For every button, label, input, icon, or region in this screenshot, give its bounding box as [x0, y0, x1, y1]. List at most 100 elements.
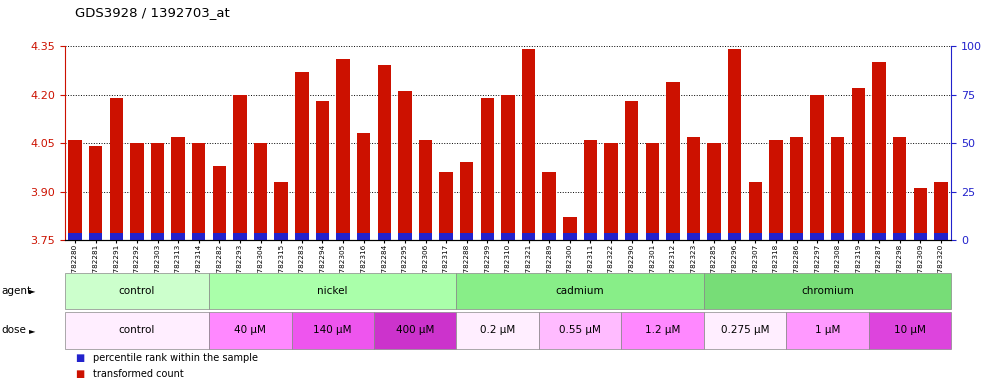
Text: nickel: nickel [318, 286, 348, 296]
Bar [69, 233, 82, 240]
Bar [790, 233, 803, 240]
Bar [666, 233, 679, 240]
Bar [357, 133, 371, 240]
Bar [316, 233, 329, 240]
Bar [171, 137, 185, 240]
Bar [150, 233, 164, 240]
Text: ■: ■ [75, 369, 84, 379]
Bar [811, 233, 824, 240]
Bar [872, 233, 885, 240]
Bar [605, 233, 618, 240]
Bar [893, 137, 906, 240]
Text: transformed count: transformed count [93, 369, 183, 379]
Text: control: control [119, 286, 155, 296]
Text: 140 μM: 140 μM [314, 325, 352, 336]
Bar [316, 101, 329, 240]
Bar [769, 140, 783, 240]
Bar [687, 233, 700, 240]
Bar [481, 98, 494, 240]
Text: 400 μM: 400 μM [396, 325, 434, 336]
Bar [893, 233, 906, 240]
Bar [913, 188, 927, 240]
Bar [584, 233, 598, 240]
Bar [377, 65, 391, 240]
Bar [439, 233, 453, 240]
Bar [831, 233, 845, 240]
Bar [233, 233, 247, 240]
Bar [439, 172, 453, 240]
Text: 0.275 μM: 0.275 μM [721, 325, 769, 336]
Bar [89, 146, 103, 240]
Text: 40 μM: 40 μM [234, 325, 266, 336]
Bar [563, 217, 577, 240]
Bar [645, 143, 659, 240]
Bar [913, 233, 927, 240]
Bar [624, 101, 638, 240]
Text: 0.55 μM: 0.55 μM [559, 325, 601, 336]
Bar [418, 233, 432, 240]
Bar [110, 98, 123, 240]
Bar [398, 233, 411, 240]
Bar [233, 94, 247, 240]
Bar [831, 137, 845, 240]
Bar [89, 233, 103, 240]
Bar [192, 143, 205, 240]
Text: percentile rank within the sample: percentile rank within the sample [93, 353, 258, 363]
Bar [728, 233, 741, 240]
Bar [337, 233, 350, 240]
Bar [934, 233, 947, 240]
Bar [687, 137, 700, 240]
Text: cadmium: cadmium [556, 286, 605, 296]
Bar [213, 233, 226, 240]
Text: ►: ► [29, 286, 36, 295]
Bar [563, 233, 577, 240]
Bar [460, 233, 473, 240]
Bar [501, 94, 515, 240]
Bar [254, 143, 267, 240]
Text: dose: dose [1, 325, 26, 336]
Bar [811, 94, 824, 240]
Bar [171, 233, 185, 240]
Text: agent: agent [1, 286, 31, 296]
Bar [872, 62, 885, 240]
Bar [522, 233, 535, 240]
Bar [150, 143, 164, 240]
Bar [501, 233, 515, 240]
Bar [110, 233, 123, 240]
Bar [934, 182, 947, 240]
Bar [460, 162, 473, 240]
Text: 0.2 μM: 0.2 μM [480, 325, 515, 336]
Bar [254, 233, 267, 240]
Bar [728, 49, 741, 240]
Bar [213, 166, 226, 240]
Bar [130, 233, 143, 240]
Bar [605, 143, 618, 240]
Text: 1 μM: 1 μM [815, 325, 841, 336]
Bar [749, 182, 762, 240]
Bar [295, 233, 309, 240]
Bar [769, 233, 783, 240]
Bar [192, 233, 205, 240]
Bar [666, 82, 679, 240]
Bar [398, 91, 411, 240]
Bar [295, 72, 309, 240]
Bar [707, 233, 721, 240]
Bar [522, 49, 535, 240]
Bar [543, 233, 556, 240]
Text: chromium: chromium [801, 286, 854, 296]
Bar [790, 137, 803, 240]
Text: GDS3928 / 1392703_at: GDS3928 / 1392703_at [75, 6, 229, 19]
Bar [749, 233, 762, 240]
Bar [357, 233, 371, 240]
Bar [69, 140, 82, 240]
Bar [337, 59, 350, 240]
Bar [584, 140, 598, 240]
Bar [543, 172, 556, 240]
Bar [275, 182, 288, 240]
Bar [645, 233, 659, 240]
Text: 10 μM: 10 μM [894, 325, 926, 336]
Bar [852, 233, 866, 240]
Text: 1.2 μM: 1.2 μM [644, 325, 680, 336]
Text: control: control [119, 325, 155, 336]
Bar [377, 233, 391, 240]
